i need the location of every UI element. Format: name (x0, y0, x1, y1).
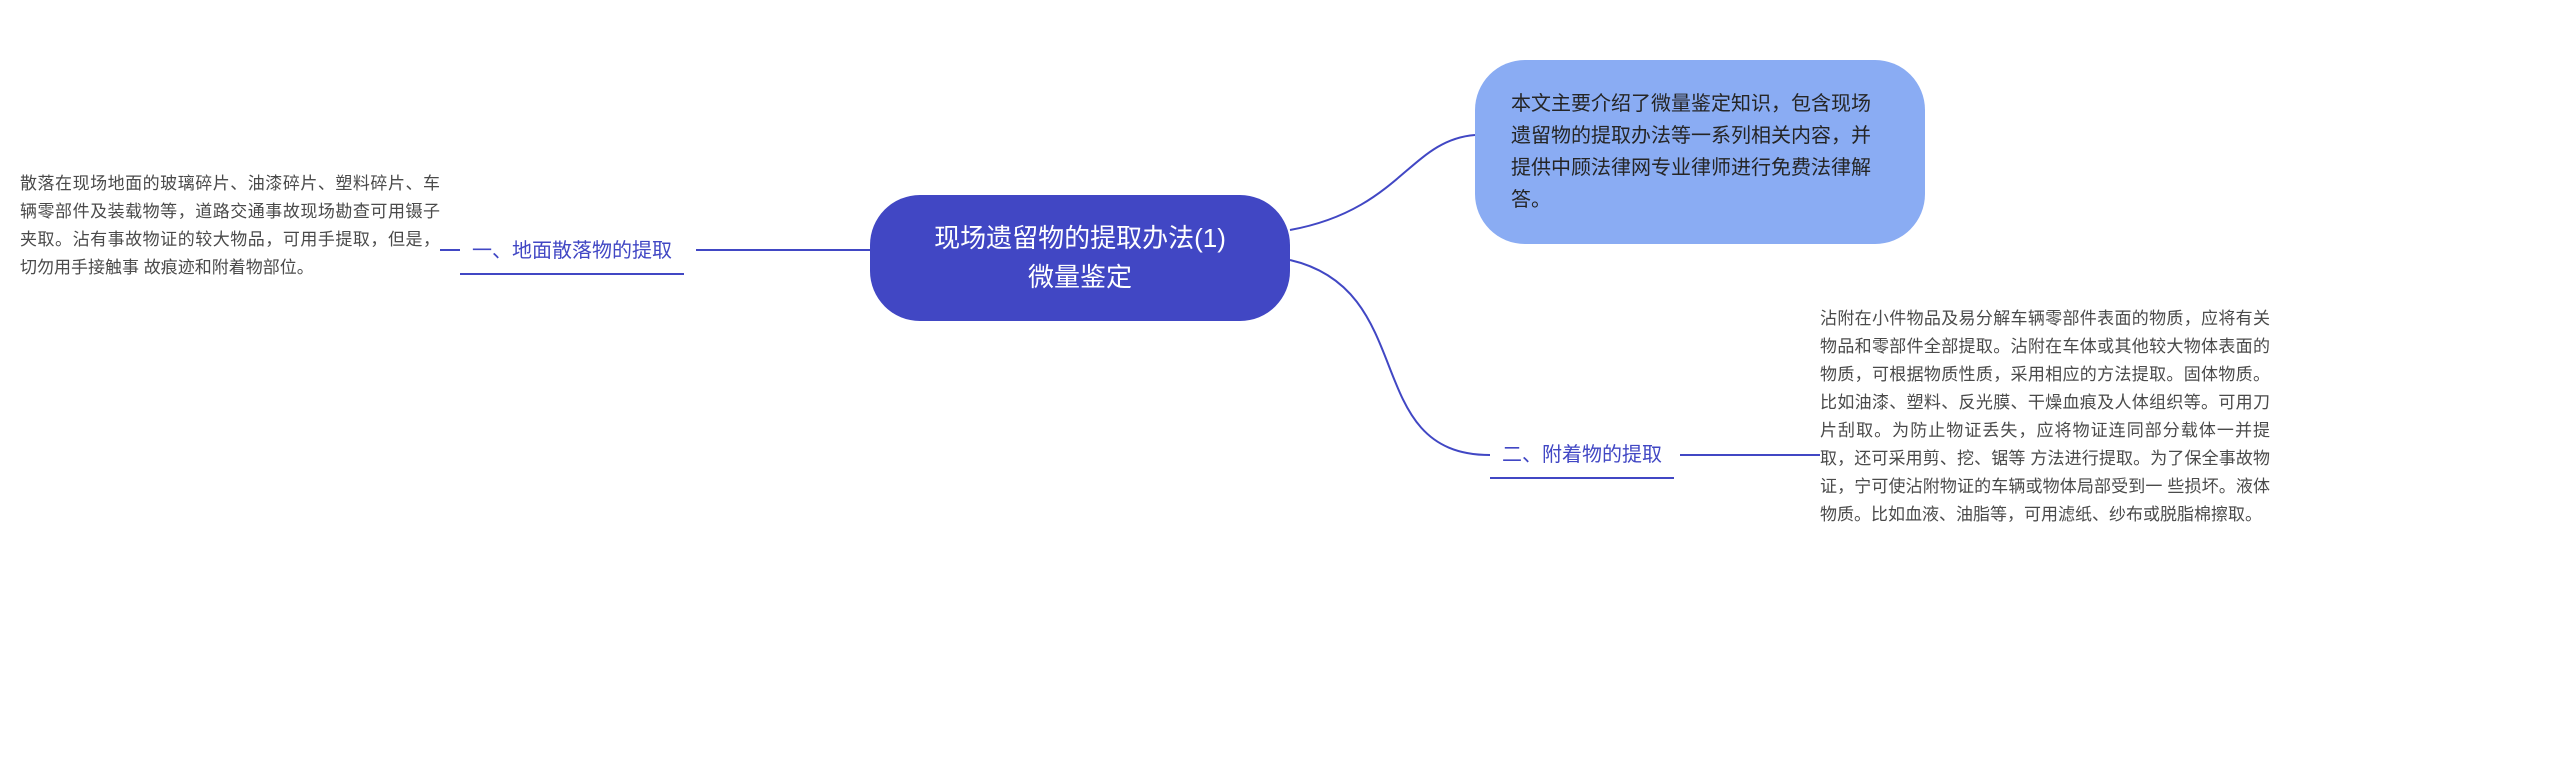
branch-label-ground-debris: 一、地面散落物的提取 (460, 228, 684, 275)
branch-desc-text: 散落在现场地面的玻璃碎片、油漆碎片、塑料碎片、车辆零部件及装载物等，道路交通事故… (20, 170, 440, 282)
connector-path (1290, 260, 1490, 455)
branch-desc-attachments: 沾附在小件物品及易分解车辆零部件表面的物质，应将有关物品和零部件全部提取。沾附在… (1820, 305, 2270, 529)
branch-desc-ground-debris: 散落在现场地面的玻璃碎片、油漆碎片、塑料碎片、车辆零部件及装载物等，道路交通事故… (20, 170, 440, 282)
branch-label-text: 二、附着物的提取 (1502, 438, 1662, 467)
mindmap-root-node: 现场遗留物的提取办法(1) 微量鉴定 (870, 195, 1290, 321)
connector-path (1290, 135, 1475, 230)
summary-bubble: 本文主要介绍了微量鉴定知识，包含现场遗留物的提取办法等一系列相关内容，并提供中顾… (1475, 60, 1925, 244)
root-title-line1: 现场遗留物的提取办法(1) (934, 219, 1226, 258)
branch-desc-text: 沾附在小件物品及易分解车辆零部件表面的物质，应将有关物品和零部件全部提取。沾附在… (1820, 305, 2270, 529)
summary-text: 本文主要介绍了微量鉴定知识，包含现场遗留物的提取办法等一系列相关内容，并提供中顾… (1511, 88, 1889, 216)
branch-label-text: 一、地面散落物的提取 (472, 234, 672, 263)
branch-label-attachments: 二、附着物的提取 (1490, 432, 1674, 479)
root-title-line2: 微量鉴定 (934, 258, 1226, 297)
